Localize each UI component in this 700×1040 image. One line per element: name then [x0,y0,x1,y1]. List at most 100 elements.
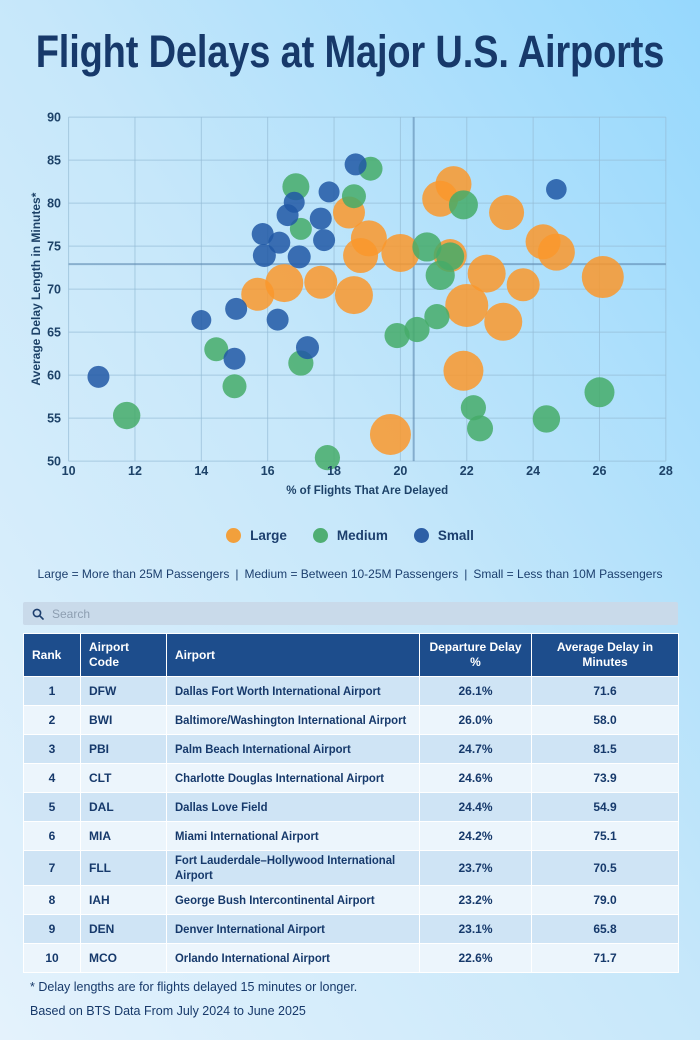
average-delay-cell: 79.0 [531,885,679,915]
bubble-large[interactable] [381,233,420,272]
bubble-large[interactable] [334,276,373,315]
bubble-small[interactable] [268,231,291,254]
bubble-large[interactable] [422,180,459,217]
bubble-small[interactable] [225,297,248,320]
search-input[interactable] [50,601,678,626]
average-delay-cell: 65.8 [531,914,679,944]
x-tick-label: 28 [659,464,673,478]
airport-code-cell: DAL [80,792,167,822]
rank-cell: 3 [23,734,81,764]
bubble-large[interactable] [467,254,506,293]
bubble-small[interactable] [252,244,276,268]
airport-code-cell: BWI [80,705,167,735]
bubble-small[interactable] [251,223,274,246]
page-title: Flight Delays at Major U.S. Airports [35,26,665,77]
average-delay-cell: 58.0 [531,705,679,735]
bubble-small[interactable] [223,347,246,370]
airport-name-cell: Baltimore/Washington International Airpo… [166,705,420,735]
bubble-small[interactable] [295,336,319,360]
table-row-bwi: 2 BWI Baltimore/Washington International A… [23,705,679,735]
bubble-medium[interactable] [222,374,247,399]
bubble-small[interactable] [87,365,110,388]
x-tick-label: 18 [327,464,341,478]
bubble-large[interactable] [581,256,624,299]
bubble-medium[interactable] [112,401,141,430]
bubble-large[interactable] [443,350,484,391]
table-row-dal: 5 DAL Dallas Love Field 24.4% 54.9 [23,792,679,822]
x-tick-label: 20 [393,464,407,478]
bubble-small[interactable] [191,310,212,331]
rank-cell: 5 [23,792,81,822]
x-tick-label: 10 [62,464,76,478]
bubble-chart: 10 12 14 16 18 20 22 24 26 28 50 55 60 65 70 75 80 85 90 % … [29,110,673,497]
y-tick-label: 60 [47,368,61,382]
bubble-large[interactable] [343,238,379,274]
bubble-medium[interactable] [532,405,561,433]
legend-dot-medium [312,527,328,543]
bubble-large[interactable] [265,264,304,303]
bubble-large[interactable] [369,413,411,455]
x-tick-label: 22 [460,464,474,478]
airport-name-text: Miami International Airport [175,828,319,843]
bubble-medium[interactable] [412,232,442,262]
legend-item-large: Large [226,527,287,543]
bubble-medium[interactable] [314,445,341,471]
bubble-large[interactable] [304,265,338,299]
airport-code-cell: PBI [80,734,167,764]
table-row-den: 9 DEN Denver International Airport 23.1% 65.… [23,914,679,944]
legend-label: Small [437,527,474,543]
bubble-medium[interactable] [460,395,486,421]
airport-code-cell: FLL [80,850,167,886]
departure-delay-cell: 24.4% [419,792,532,822]
bubble-small[interactable] [309,207,332,230]
bubble-medium[interactable] [384,322,410,349]
bubble-medium[interactable] [467,415,494,442]
bubble-large[interactable] [489,195,525,231]
rank-cell: 6 [23,821,81,851]
bubble-medium[interactable] [289,217,312,240]
y-tick-label: 90 [47,110,61,124]
departure-delay-cell: 23.2% [419,885,532,915]
rank-cell: 1 [23,676,81,706]
column-header-airport: Airport [166,633,420,677]
y-tick-label: 80 [47,196,61,210]
average-delay-cell: 71.6 [531,676,679,706]
y-tick-label: 50 [47,454,61,468]
bubble-medium[interactable] [584,377,615,408]
departure-delay-cell: 24.7% [419,734,532,764]
table-row-mco: 10 MCO Orlando International Airport 22.6% 7… [23,943,679,973]
bubble-medium[interactable] [448,190,478,220]
table-header-row: Rank Airport Code Airport Departure Delay %… [23,633,679,677]
airport-name-text: Orlando International Airport [175,950,330,965]
search-bar[interactable] [23,601,678,626]
bubble-medium[interactable] [424,304,450,330]
airport-name-cell: Dallas Fort Worth International Airport [166,676,420,706]
rank-cell: 7 [23,850,81,886]
bubble-large[interactable] [445,283,489,327]
bubble-large[interactable] [506,268,540,302]
average-delay-cell: 81.5 [531,734,679,764]
bubble-medium[interactable] [404,316,430,343]
airport-code-cell: DEN [80,914,167,944]
bubble-small[interactable] [344,153,367,176]
bubble-medium[interactable] [425,260,455,290]
bubble-medium[interactable] [341,184,366,209]
average-delay-cell: 70.5 [531,850,679,886]
column-header-average-delay-in-minutes: Average Delay in Minutes [531,633,679,677]
airport-name-cell: George Bush Intercontinental Airport [166,885,420,915]
bubble-small[interactable] [266,308,289,331]
bubble-small[interactable] [287,245,311,269]
search-icon [32,608,44,620]
bubble-medium[interactable] [204,337,229,362]
bubble-small[interactable] [546,179,567,200]
airport-name-text: Dallas Fort Worth International Airport [175,683,381,698]
bubble-small[interactable] [313,229,336,252]
bubble-small[interactable] [318,181,340,203]
average-delay-cell: 71.7 [531,943,679,973]
x-tick-label: 14 [194,464,208,478]
bubble-small[interactable] [283,191,305,213]
average-delay-cell: 54.9 [531,792,679,822]
bubble-large[interactable] [537,233,575,271]
bubble-large[interactable] [484,302,523,341]
